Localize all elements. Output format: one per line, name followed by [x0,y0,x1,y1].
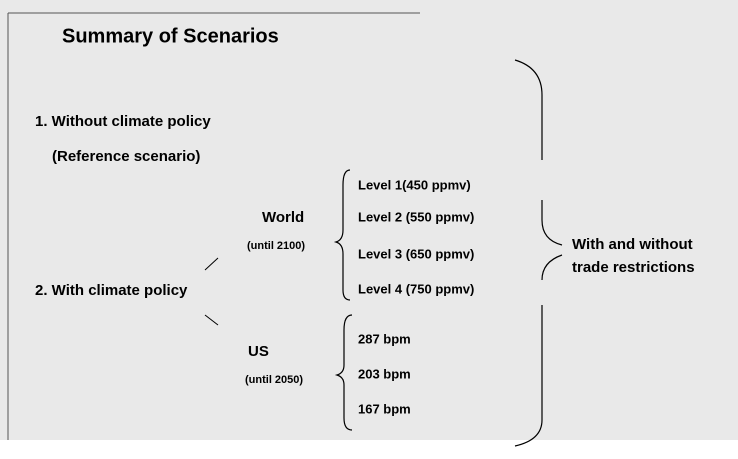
slide-background [0,0,738,440]
region-period: (until 2050) [245,374,303,386]
title: Summary of Scenarios [62,25,279,47]
brace [541,254,563,281]
scenario-label: 1. Without climate policy [35,113,211,130]
connector [204,257,219,271]
option: Level 1(450 ppmv) [358,177,471,192]
connector [204,314,219,326]
option: 203 bpm [358,366,411,381]
outcome: trade restrictions [572,259,695,276]
outcome: With and without [572,236,693,253]
region-name: World [262,209,304,226]
brace [541,200,563,246]
brace [333,169,351,301]
option: Level 2 (550 ppmv) [358,209,474,224]
region-period: (until 2100) [247,240,305,252]
scenario-label: 2. With climate policy [35,282,188,299]
option: 287 bpm [358,331,411,346]
option: Level 4 (750 ppmv) [358,281,474,296]
option: Level 3 (650 ppmv) [358,246,474,261]
region-name: US [248,343,269,360]
brace [514,59,543,160]
brace [514,305,543,447]
scenario-sublabel: (Reference scenario) [52,148,200,165]
option: 167 bpm [358,401,411,416]
brace [334,314,353,431]
